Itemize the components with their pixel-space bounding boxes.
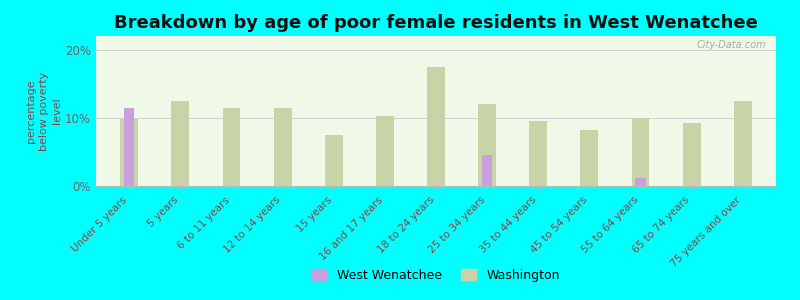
Bar: [171, 101, 190, 186]
Bar: [631, 118, 650, 186]
Bar: [376, 116, 394, 186]
Text: City-Data.com: City-Data.com: [696, 40, 766, 50]
Bar: [482, 155, 492, 186]
Legend: West Wenatchee, Washington: West Wenatchee, Washington: [312, 269, 560, 282]
Y-axis label: percentage
below poverty
level: percentage below poverty level: [26, 71, 62, 151]
Bar: [325, 135, 342, 186]
Bar: [530, 121, 547, 186]
Bar: [124, 108, 134, 186]
Title: Breakdown by age of poor female residents in West Wenatchee: Breakdown by age of poor female resident…: [114, 14, 758, 32]
Bar: [274, 108, 291, 186]
Bar: [222, 108, 241, 186]
Bar: [682, 123, 701, 186]
Bar: [734, 101, 752, 186]
Bar: [478, 104, 496, 186]
Bar: [581, 130, 598, 186]
Bar: [635, 178, 646, 186]
Bar: [427, 67, 445, 186]
Bar: [120, 119, 138, 186]
